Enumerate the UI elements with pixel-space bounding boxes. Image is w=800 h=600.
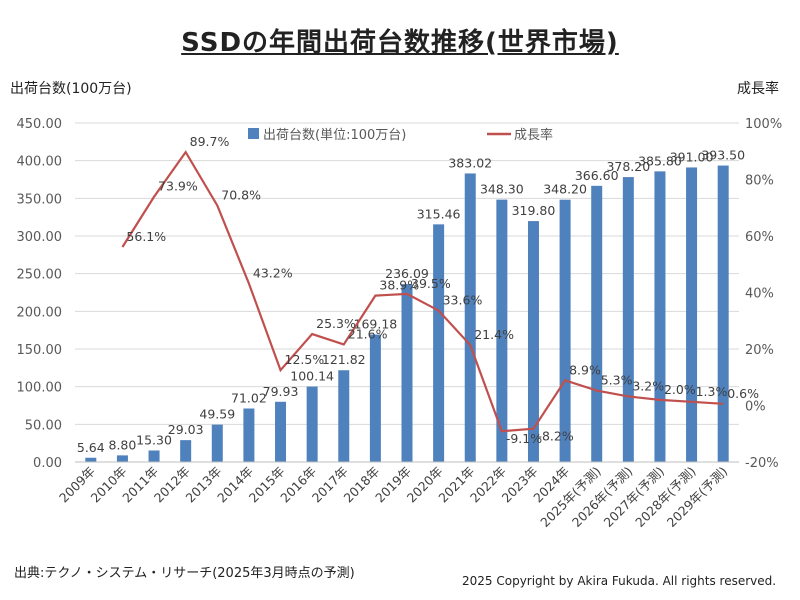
y2-tick-label: 40% (745, 287, 774, 302)
line-data-label: 33.6% (443, 293, 483, 308)
bar-data-label: 385.80 (638, 153, 682, 168)
bar-data-label: 5.64 (77, 440, 105, 455)
line-data-label: 21.4% (474, 327, 514, 342)
bar-data-label: 383.02 (448, 155, 492, 170)
line-data-label: 3.2% (632, 378, 664, 393)
line-data-label: 38.9% (379, 278, 419, 293)
bar (306, 386, 318, 462)
line-data-label: 25.3% (316, 316, 356, 331)
bar-data-label: 319.80 (512, 203, 556, 218)
bar (243, 408, 255, 462)
line-data-label: 89.7% (190, 134, 230, 149)
bar (180, 440, 192, 462)
bar-data-label: 236.09 (385, 266, 429, 281)
bar (591, 185, 603, 462)
line-data-label: 5.3% (601, 373, 633, 388)
y-tick-label: 150.00 (17, 343, 63, 358)
line-data-label: -8.2% (537, 429, 573, 444)
bar-data-label: 378.20 (606, 159, 650, 174)
bar (401, 284, 413, 462)
growth-line (121, 150, 724, 433)
y-tick-label: 450.00 (17, 117, 63, 132)
y2-tick-label: 100% (745, 117, 782, 132)
line-data-label: 21.6% (348, 326, 388, 341)
line-data-label: 2.0% (664, 382, 696, 397)
line-data-label: 56.1% (126, 229, 166, 244)
bar-data-label: 393.50 (701, 148, 745, 163)
bar-data-label: 348.20 (543, 182, 587, 197)
bar-data-label: 169.18 (354, 317, 398, 332)
bar-data-label: 391.00 (670, 149, 714, 164)
legend-bar-swatch (248, 128, 259, 139)
line-data-label: 0.6% (727, 386, 759, 401)
source-note: 出典:テクノ・システム・リサーチ(2025年3月時点の予測) (14, 566, 355, 581)
y-tick-label: 200.00 (17, 305, 63, 320)
line-data-label: 70.8% (221, 187, 261, 202)
line-data-label: 12.5% (285, 352, 325, 367)
line-data-label: -9.1% (506, 431, 542, 446)
y2-axis-label: 成長率 (737, 81, 779, 97)
copyright: 2025 Copyright by Akira Fukuda. All righ… (462, 574, 777, 588)
bar (275, 401, 287, 462)
y2-tick-label: 80% (745, 174, 774, 189)
bar (717, 165, 729, 462)
bar (211, 424, 223, 462)
line-data-label: 8.9% (569, 362, 601, 377)
y-tick-label: 50.00 (25, 418, 62, 433)
y2-tick-label: 20% (745, 343, 774, 358)
y-tick-label: 0.00 (33, 456, 62, 471)
y2-tick-label: 60% (745, 230, 774, 245)
line-data-label: 39.5% (411, 276, 451, 291)
line-data-label: 73.9% (158, 179, 198, 194)
y-tick-label: 100.00 (17, 381, 63, 396)
bar-data-label: 15.30 (136, 432, 172, 447)
bar-data-label: 8.80 (109, 437, 137, 452)
y2-tick-label: -20% (745, 456, 779, 471)
bar-data-label: 121.82 (322, 352, 366, 367)
bar (338, 370, 350, 462)
y-tick-label: 350.00 (17, 192, 63, 207)
y-tick-label: 300.00 (17, 230, 63, 245)
bar (116, 455, 128, 462)
bar-data-label: 71.02 (231, 390, 267, 405)
bar-data-label: 315.46 (417, 206, 461, 221)
line-data-label: 1.3% (696, 384, 728, 399)
bar (148, 450, 160, 462)
y-tick-label: 400.00 (17, 155, 63, 170)
bar-data-label: 366.60 (575, 168, 619, 183)
bar-data-label: 79.93 (263, 384, 299, 399)
bar (527, 221, 539, 462)
bar-data-label: 29.03 (168, 422, 204, 437)
bar-data-label: 100.14 (290, 369, 334, 384)
bar (433, 224, 445, 462)
bar (654, 171, 666, 462)
y-tick-label: 250.00 (17, 268, 63, 283)
bar (686, 167, 698, 463)
bar (559, 199, 571, 462)
legend-line-label: 成長率 (514, 127, 553, 143)
y2-tick-label: 0% (745, 400, 766, 415)
chart-title: SSDの年間出荷台数推移(世界市場) (181, 28, 619, 58)
legend-bar-label: 出荷台数(単位:100万台) (263, 127, 406, 143)
bar (622, 177, 634, 462)
line-data-label: 43.2% (253, 265, 293, 280)
bar (464, 173, 476, 463)
bar-data-label: 348.30 (480, 182, 524, 197)
bar (369, 334, 381, 462)
bar (496, 199, 508, 462)
bar-data-label: 49.59 (199, 407, 235, 422)
bar (85, 457, 97, 462)
y-axis-label: 出荷台数(100万台) (10, 81, 132, 97)
